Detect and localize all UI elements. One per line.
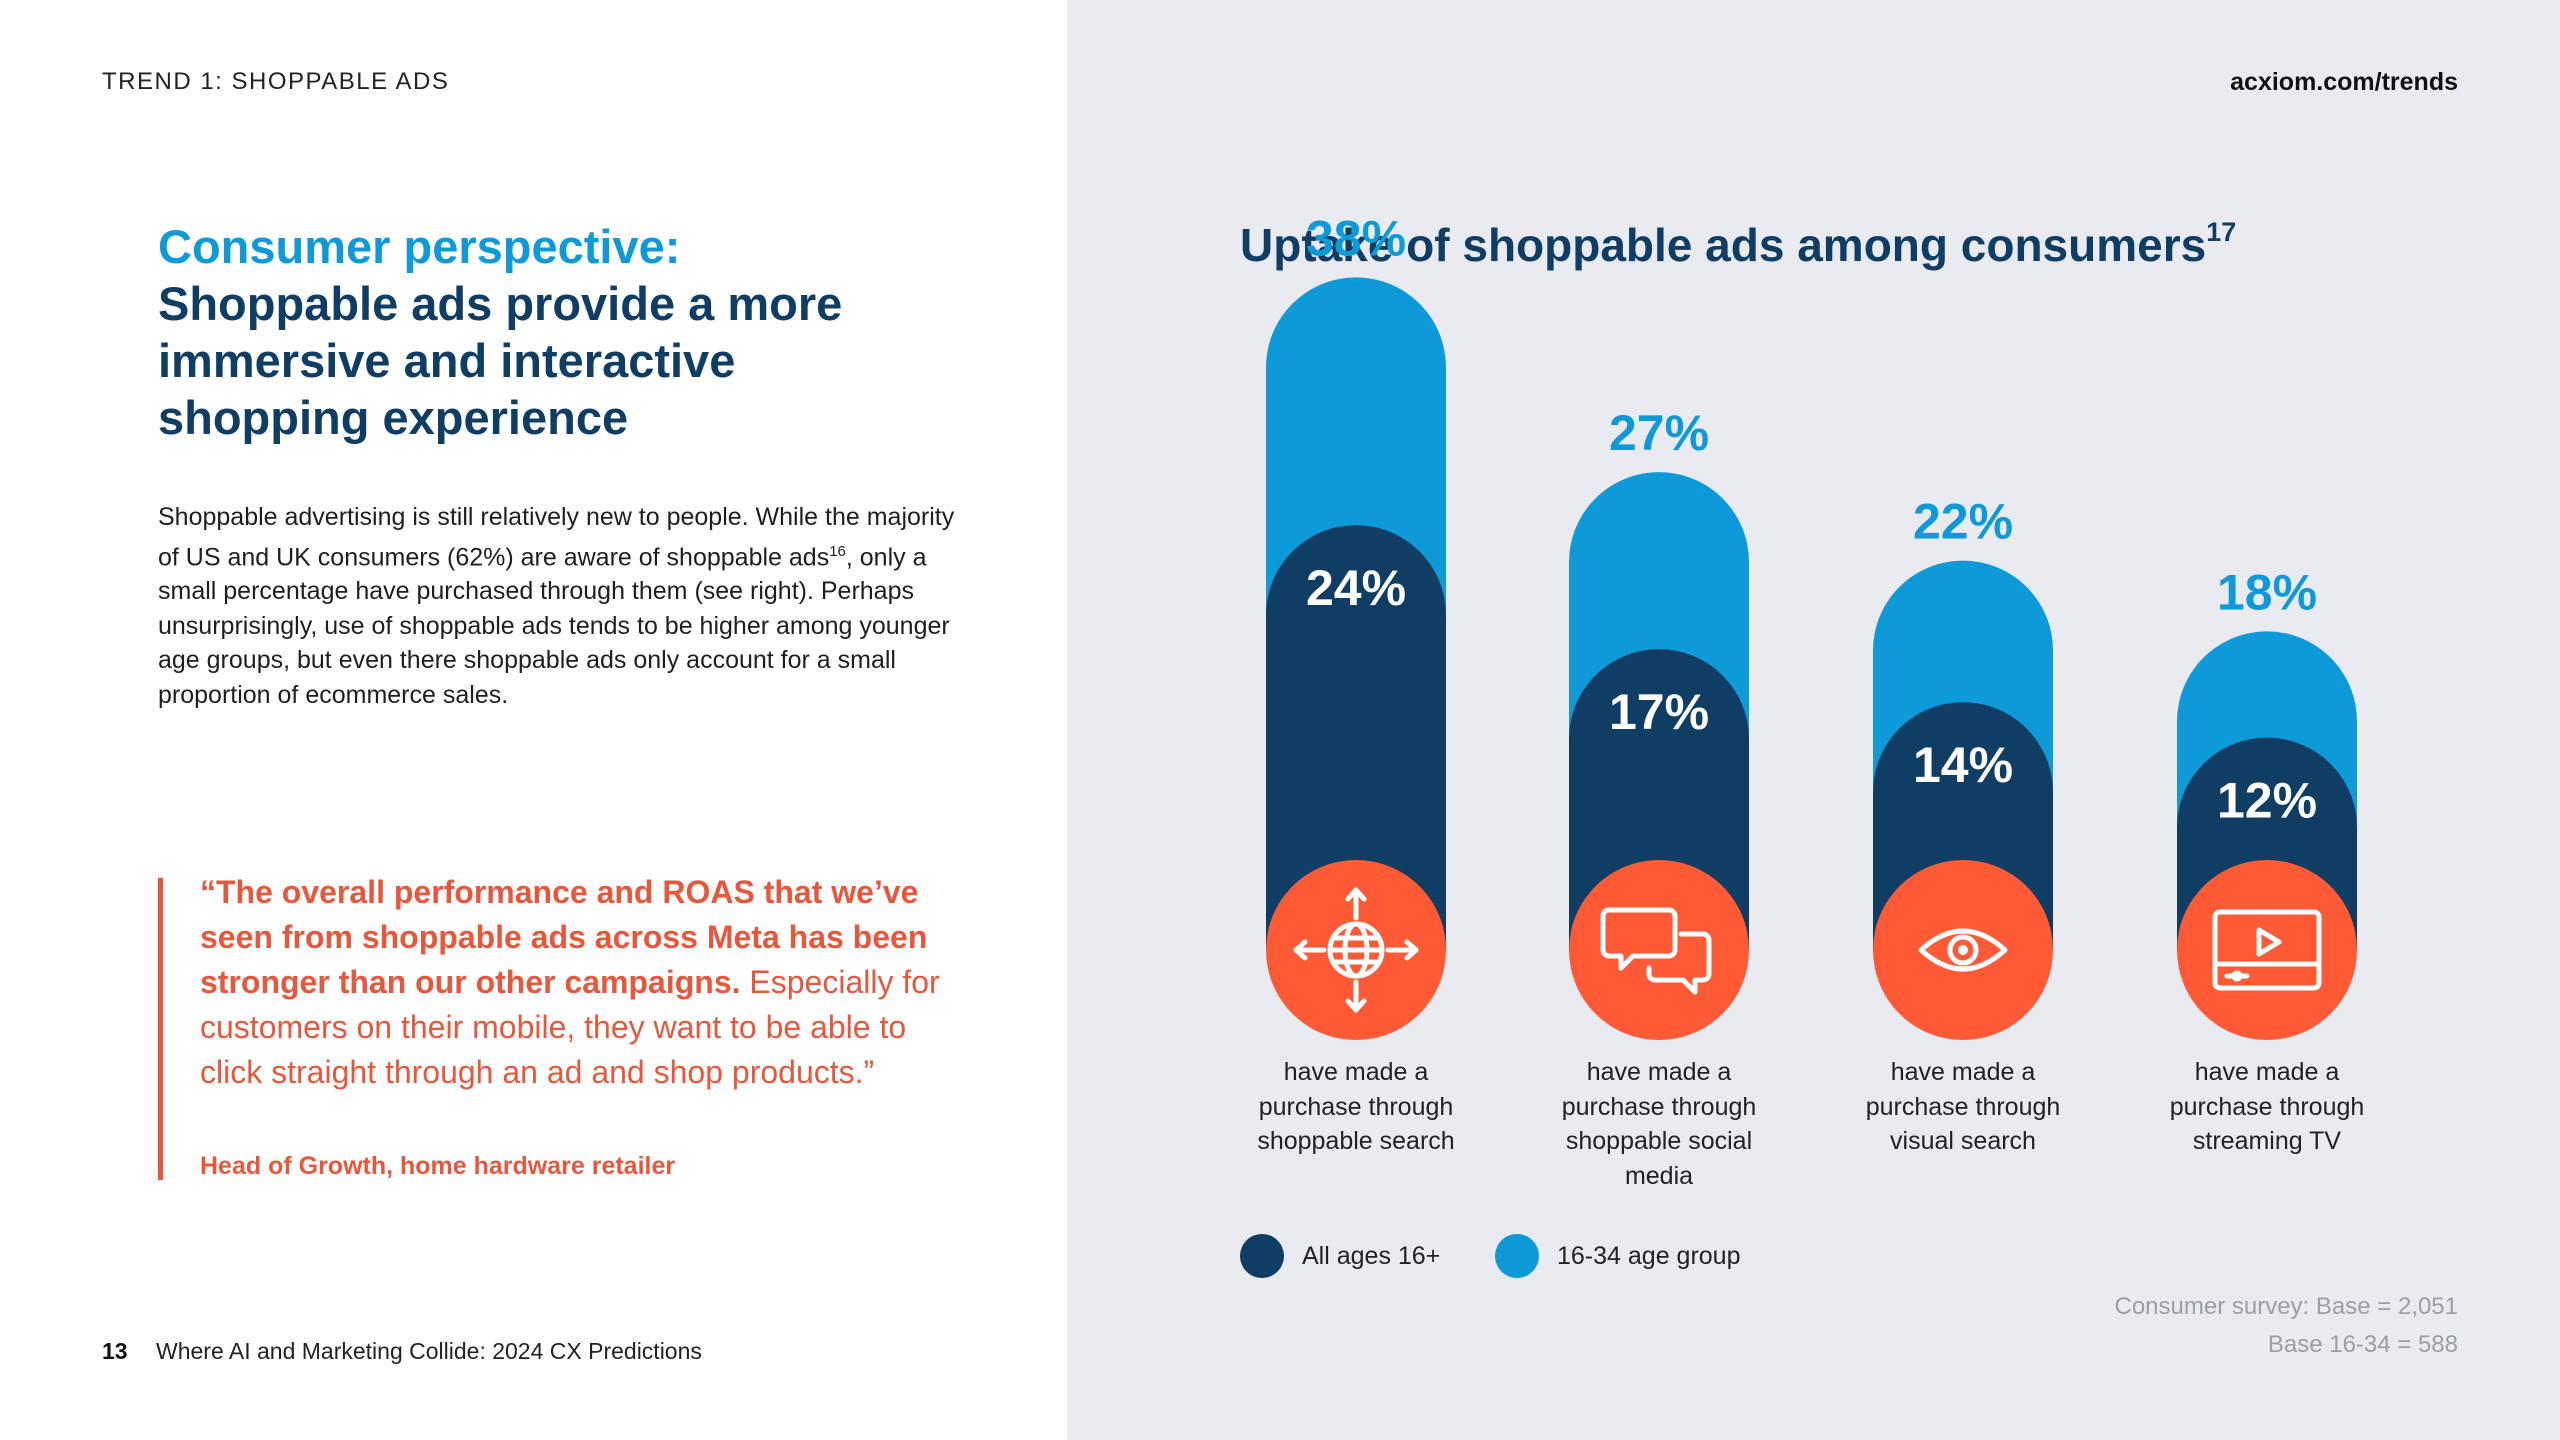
footnote-ref-16: 16 <box>829 542 846 560</box>
target-globe-icon-part <box>1404 939 1419 961</box>
eye-icon-part <box>1918 928 2008 972</box>
survey-note: Consumer survey: Base = 2,051 Base 16-34… <box>2114 1288 2458 1364</box>
document-title: Where AI and Marketing Collide: 2024 CX … <box>156 1338 702 1364</box>
target-globe-icon <box>1293 887 1419 1013</box>
video-player-icon-part <box>2256 927 2282 957</box>
legend-item-16-34: 16-34 age group <box>1495 1234 1740 1278</box>
icon-circle <box>1569 860 1749 1040</box>
video-player-icon <box>2212 909 2322 991</box>
category-label: have made a purchase through shoppable s… <box>1257 1058 1455 1155</box>
data-label-all-ages: 14% <box>1913 737 2013 793</box>
legend-swatch-16-34 <box>1495 1234 1539 1278</box>
legend-item-all-ages: All ages 16+ <box>1240 1234 1440 1278</box>
chat-bubbles-icon-part <box>1646 931 1712 995</box>
data-label-16-34: 38% <box>1306 210 1406 266</box>
body-text-part1: Shoppable advertising is still relativel… <box>158 503 955 571</box>
headline-main: Shoppable ads provide a more immersive a… <box>158 277 843 444</box>
page-number: 13 <box>102 1338 128 1364</box>
eye-icon-part <box>1947 934 1979 966</box>
bar-group: 27% 17% <box>1569 405 1749 1040</box>
legend-swatch-all-ages <box>1240 1234 1284 1278</box>
category-label: have made a purchase through streaming T… <box>2169 1058 2365 1155</box>
body-paragraph: Shoppable advertising is still relativel… <box>158 500 958 712</box>
data-label-all-ages: 12% <box>2217 773 2317 829</box>
legend-label-all-ages: All ages 16+ <box>1302 1241 1441 1270</box>
site-url-link[interactable]: acxiom.com/trends <box>2230 68 2458 96</box>
bar-group: 22% 14% <box>1873 494 2053 1040</box>
video-player-icon-part <box>2231 970 2243 982</box>
page-headline: Consumer perspective: Shoppable ads prov… <box>158 218 958 446</box>
data-label-16-34: 22% <box>1913 494 2013 550</box>
video-player-icon-part <box>2212 909 2322 991</box>
bar-group: 18% 12% <box>2177 564 2357 1040</box>
bar-group: 38% 24% <box>1266 210 1446 1040</box>
survey-note-line1: Consumer survey: Base = 2,051 <box>2114 1293 2458 1320</box>
pull-quote: “The overall performance and ROAS that w… <box>200 870 960 1095</box>
legend-label-16-34: 16-34 age group <box>1557 1241 1741 1270</box>
category-label: have made a purchase through visual sear… <box>1865 1058 2061 1155</box>
eye-icon <box>1918 928 2008 972</box>
target-globe-icon-part <box>1345 887 1367 902</box>
category-label: have made a purchase through shoppable s… <box>1561 1058 1757 1190</box>
bar-chart: 38% 24% 27% 17% 22% 14% 18% 12% <box>1266 210 2357 1040</box>
headline-accent: Consumer perspective: <box>158 220 681 273</box>
data-label-16-34: 18% <box>2217 564 2317 620</box>
footnote-ref-17: 17 <box>2206 216 2237 247</box>
chat-bubbles-icon-part <box>1600 907 1678 971</box>
chart-title: Uptake of shoppable ads among consumers1… <box>1240 216 2237 272</box>
data-label-all-ages: 17% <box>1609 684 1709 740</box>
section-label: TREND 1: SHOPPABLE ADS <box>102 68 450 95</box>
quote-attribution: Head of Growth, home hardware retailer <box>200 1152 676 1180</box>
survey-note-line2: Base 16-34 = 588 <box>2267 1331 2458 1358</box>
quote-accent-bar <box>158 878 163 1180</box>
target-globe-icon-part <box>1293 939 1308 961</box>
chat-bubbles-icon <box>1600 907 1712 995</box>
bar-all-ages <box>1266 525 1446 950</box>
body-text-part2: , only a small percentage have purchased… <box>158 542 950 709</box>
quote-bold: “The overall performance and ROAS that w… <box>200 874 928 1000</box>
data-label-all-ages: 24% <box>1306 560 1406 616</box>
data-label-16-34: 27% <box>1609 405 1709 461</box>
chart-title-text: Uptake of shoppable ads among consumers <box>1240 219 2207 271</box>
target-globe-icon-part <box>1345 998 1367 1013</box>
eye-pupil <box>1958 945 1968 955</box>
quote-regular: Especially for customers on their mobile… <box>200 964 940 1090</box>
